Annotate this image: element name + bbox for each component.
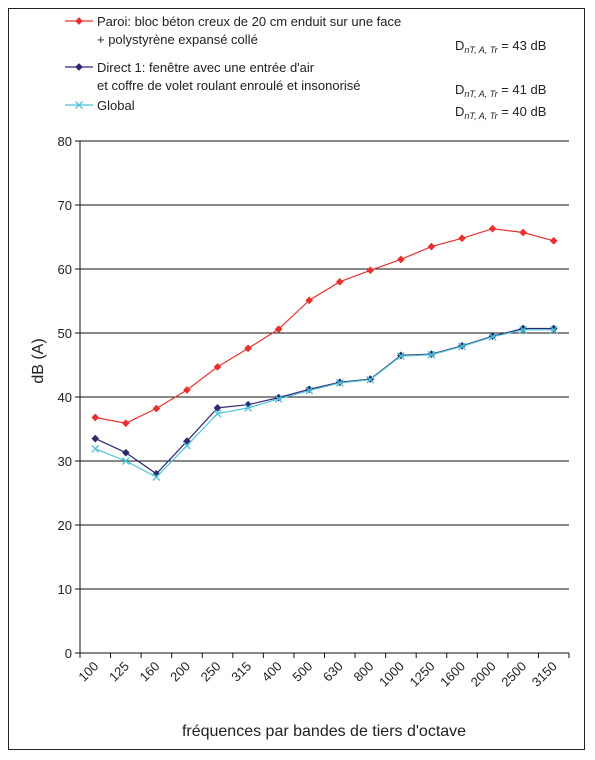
data-point — [152, 404, 161, 413]
data-point — [274, 325, 283, 334]
legend-label: Global — [97, 98, 135, 113]
x-tick-label: 125 — [106, 659, 132, 685]
data-point — [427, 242, 436, 251]
x-tick-label: 630 — [320, 659, 346, 685]
data-point — [519, 325, 528, 334]
gridlines — [80, 140, 569, 590]
data-point — [519, 324, 528, 333]
data-point — [121, 448, 130, 457]
legend-entry-2: Direct 1: fenêtre avec une entrée d'air e… — [65, 60, 546, 99]
x-tick-label: 200 — [167, 659, 193, 685]
x-tick-label: 100 — [75, 659, 101, 685]
legend: Paroi: bloc béton creux de 20 cm enduit … — [65, 14, 546, 121]
data-point — [121, 457, 130, 465]
data-point — [244, 344, 253, 353]
data-point — [519, 228, 528, 237]
x-tick-label: 2000 — [468, 659, 499, 690]
x-tick-label: 315 — [228, 659, 254, 685]
legend-rating: DnT, A, Tr = 40 dB — [455, 104, 546, 121]
data-point — [274, 394, 283, 403]
y-tick-label: 60 — [58, 262, 72, 277]
y-tick-label: 10 — [58, 582, 72, 597]
data-point — [91, 434, 100, 443]
y-tick-label: 80 — [58, 134, 72, 149]
series-2 — [91, 324, 558, 478]
legend-entry-3: Global DnT, A, Tr = 40 dB — [65, 98, 546, 121]
legend-rating: DnT, A, Tr = 43 dB — [455, 38, 546, 55]
legend-label: Paroi: bloc béton creux de 20 cm enduit … — [97, 14, 401, 29]
data-point — [549, 236, 558, 245]
data-point — [75, 63, 83, 71]
legend-rating: DnT, A, Tr = 41 dB — [455, 82, 546, 99]
data-point — [213, 409, 222, 418]
legend-label: Direct 1: fenêtre avec une entrée d'air — [97, 60, 315, 75]
data-point — [549, 324, 558, 333]
y-tick-label: 0 — [65, 646, 72, 661]
data-point — [183, 441, 191, 450]
series-line — [95, 329, 554, 478]
series-1 — [91, 224, 558, 428]
y-tick-label: 40 — [58, 390, 72, 405]
data-point — [458, 234, 466, 243]
axes: 0 10 20 30 40 50 60 70 80 100 125 160 200 250 315 400 50… — [58, 134, 570, 690]
data-point — [366, 266, 375, 275]
x-tick-label: 1000 — [376, 659, 407, 690]
legend-label: et coffre de volet roulant enroulé et in… — [97, 78, 361, 93]
series-line — [95, 228, 554, 424]
data-point — [305, 386, 314, 395]
x-tick-label: 3150 — [529, 659, 560, 690]
y-tick-label: 70 — [58, 198, 72, 213]
data-point — [396, 255, 405, 264]
y-tick-label: 50 — [58, 326, 72, 341]
y-axis-label: dB (A) — [30, 338, 47, 383]
data-point — [75, 17, 83, 25]
data-point — [121, 419, 130, 428]
x-tick-label: 250 — [198, 659, 224, 685]
data-point — [366, 375, 375, 384]
legend-label: + polystyrène expansé collé — [97, 32, 258, 47]
data-point — [458, 342, 466, 351]
data-point — [396, 352, 405, 360]
data-point — [244, 403, 253, 412]
data-point — [335, 378, 344, 387]
data-point — [335, 277, 344, 286]
data-point — [213, 403, 222, 412]
x-tick-label: 400 — [259, 659, 285, 685]
data-point — [488, 224, 497, 233]
x-tick-label: 800 — [351, 659, 377, 685]
x-tick-label: 160 — [137, 659, 163, 685]
data-point — [152, 473, 161, 481]
data-point — [488, 332, 497, 341]
data-point — [427, 350, 436, 359]
data-point — [91, 444, 100, 453]
x-tick-label: 1600 — [437, 659, 468, 690]
x-tick-label: 500 — [289, 659, 315, 685]
data-point — [183, 386, 191, 394]
x-axis-label: fréquences par bandes de tiers d'octave — [182, 723, 466, 740]
series-line — [95, 327, 554, 475]
data-point — [213, 362, 222, 371]
x-tick-label: 2500 — [498, 659, 529, 690]
data-point — [549, 325, 558, 334]
legend-entry-1: Paroi: bloc béton creux de 20 cm enduit … — [65, 14, 546, 55]
data-point — [91, 413, 100, 422]
line-chart: Paroi: bloc béton creux de 20 cm enduit … — [30, 14, 570, 740]
x-tick-label: 1250 — [407, 659, 438, 690]
series-3 — [91, 325, 558, 481]
series-group — [91, 224, 558, 481]
data-point — [305, 296, 314, 305]
data-point — [75, 101, 83, 109]
y-tick-label: 20 — [58, 518, 72, 533]
chart-frame: Paroi: bloc béton creux de 20 cm enduit … — [8, 8, 585, 750]
y-tick-label: 30 — [58, 454, 72, 469]
